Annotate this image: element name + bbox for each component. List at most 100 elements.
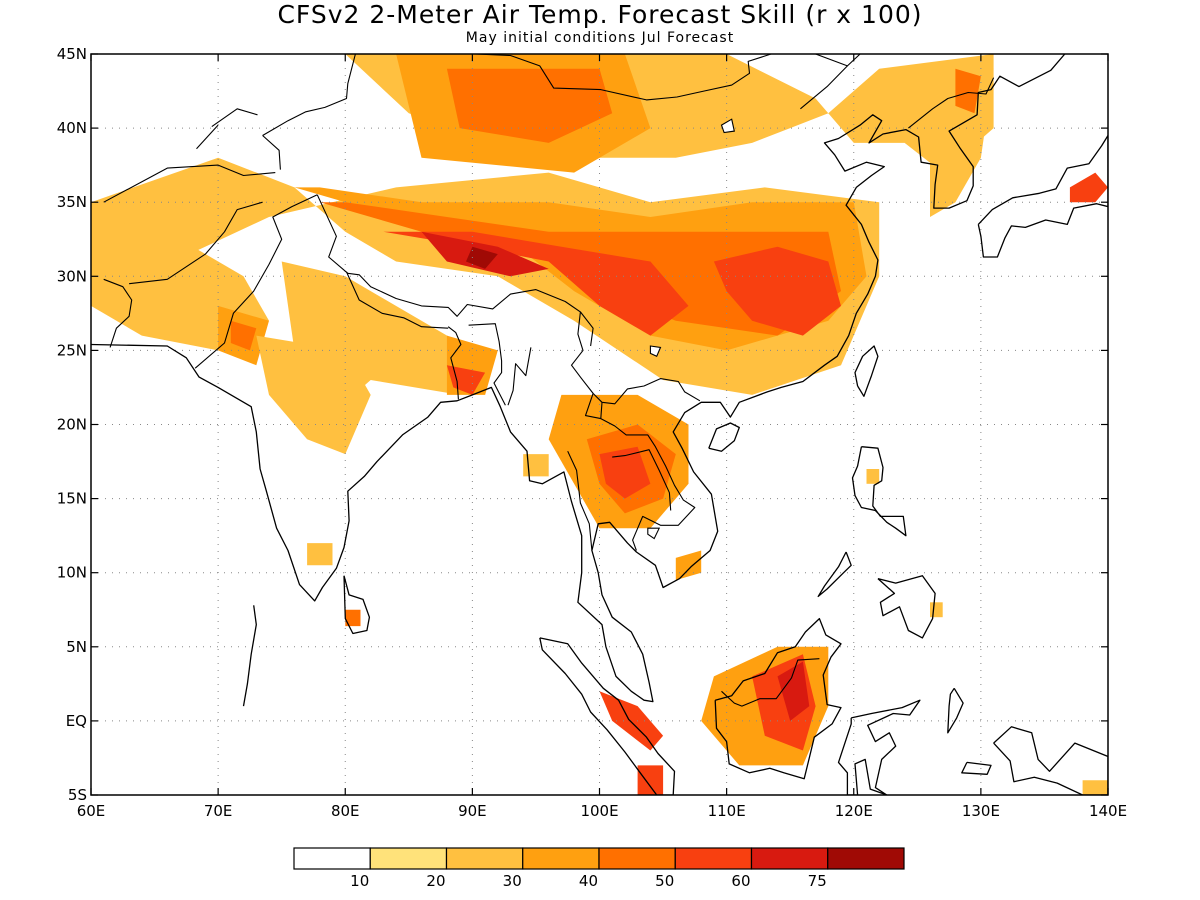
lat-tick-label: 5N	[66, 638, 87, 656]
lat-tick-label: 25N	[57, 341, 87, 359]
lake	[720, 118, 735, 134]
colorbar-swatch	[369, 847, 448, 870]
lat-tick-label: 20N	[57, 416, 87, 434]
country-border	[194, 194, 318, 369]
country-border	[262, 135, 281, 170]
colorbar-label: 60	[731, 872, 750, 890]
lon-tick-label: 70E	[204, 802, 233, 820]
country-border	[908, 77, 995, 129]
country-border	[507, 347, 532, 406]
skill-region	[466, 246, 498, 269]
coastline	[851, 446, 907, 537]
country-border	[103, 278, 133, 348]
coastline	[877, 575, 936, 639]
skill-region	[930, 602, 943, 618]
colorbar-swatch	[674, 847, 753, 870]
colorbar-label: 10	[350, 872, 369, 890]
skill-region	[955, 68, 981, 114]
country-border	[579, 311, 594, 347]
skill-region	[383, 231, 689, 336]
colorbar: 10 20 30 40 50 60 75	[293, 847, 905, 890]
country-border	[211, 108, 258, 128]
skill-region	[675, 550, 702, 581]
lon-tick-label: 90E	[458, 802, 487, 820]
axis-ticks: 60E 70E 80E 90E 100E 110E 120E 130E 140E 45N 40N 35…	[57, 45, 1127, 820]
skill-region	[713, 246, 841, 336]
country-border	[444, 54, 772, 101]
country-border	[567, 450, 593, 551]
lon-tick-label: 100E	[580, 802, 618, 820]
skill-region	[599, 446, 651, 499]
lat-tick-label: 30N	[57, 267, 87, 285]
coastlines	[91, 54, 1108, 795]
lon-tick-label: 60E	[77, 802, 106, 820]
country-border	[468, 323, 506, 406]
country-border	[721, 658, 820, 707]
country-border	[612, 449, 672, 511]
skill-region	[256, 335, 371, 455]
colorbar-label: 75	[808, 872, 827, 890]
colorbar-label: 20	[426, 872, 445, 890]
colorbar-swatch	[750, 847, 829, 870]
lon-tick-label: 80E	[331, 802, 360, 820]
country-border	[129, 201, 263, 285]
lat-tick-label: 40N	[57, 119, 87, 137]
lake	[649, 345, 662, 358]
lat-tick-label: 45N	[57, 45, 87, 63]
colorbar-swatch	[598, 847, 676, 870]
skill-region	[230, 320, 257, 351]
coastline	[708, 422, 740, 452]
skill-region	[637, 765, 664, 795]
country-border	[103, 164, 276, 203]
coastline	[854, 345, 879, 397]
lon-tick-label: 120E	[835, 802, 873, 820]
skill-region	[446, 365, 486, 395]
skill-region	[307, 543, 333, 566]
skill-region	[1069, 172, 1108, 203]
colorbar-label: 50	[655, 872, 674, 890]
skill-region	[866, 469, 880, 484]
skill-region	[777, 661, 810, 721]
coastline	[817, 551, 852, 598]
coastline	[343, 575, 371, 635]
map-title: CFSv2 2-Meter Air Temp. Forecast Skill (…	[277, 0, 923, 29]
lat-tick-label: 5S	[68, 786, 87, 804]
country-border	[316, 194, 701, 405]
lat-tick-label: EQ	[66, 712, 87, 730]
lon-tick-label: 110E	[708, 802, 746, 820]
country-border	[196, 124, 219, 150]
coastline	[91, 54, 1066, 703]
colorbar-label: 40	[579, 872, 598, 890]
country-border	[800, 65, 848, 110]
country-border	[584, 393, 601, 420]
lat-tick-label: 35N	[57, 193, 87, 211]
skill-region	[446, 68, 613, 143]
colorbar-swatch	[522, 847, 600, 870]
lake	[647, 527, 661, 540]
graticule	[91, 54, 1108, 795]
coastline	[977, 134, 1108, 258]
country-border	[600, 402, 696, 551]
colorbar-label: 30	[503, 872, 522, 890]
coastline	[961, 761, 992, 775]
country-border	[447, 326, 462, 400]
lat-tick-label: 10N	[57, 564, 87, 582]
lon-tick-label: 140E	[1089, 802, 1127, 820]
skill-region	[345, 609, 361, 627]
country-border	[262, 54, 356, 136]
skill-region	[599, 691, 664, 751]
coastline	[539, 637, 676, 795]
coastline	[947, 687, 964, 734]
coastline	[242, 605, 257, 707]
coastline	[837, 699, 921, 795]
lon-tick-label: 130E	[962, 802, 1000, 820]
colorbar-swatch	[445, 847, 524, 870]
colorbar-swatch	[827, 847, 905, 870]
skill-region	[523, 454, 549, 477]
coastline	[714, 617, 842, 780]
skill-region	[1082, 780, 1108, 795]
map-subtitle: May initial conditions Jul Forecast	[465, 30, 735, 46]
country-border	[345, 271, 449, 329]
colorbar-swatch	[293, 847, 371, 870]
